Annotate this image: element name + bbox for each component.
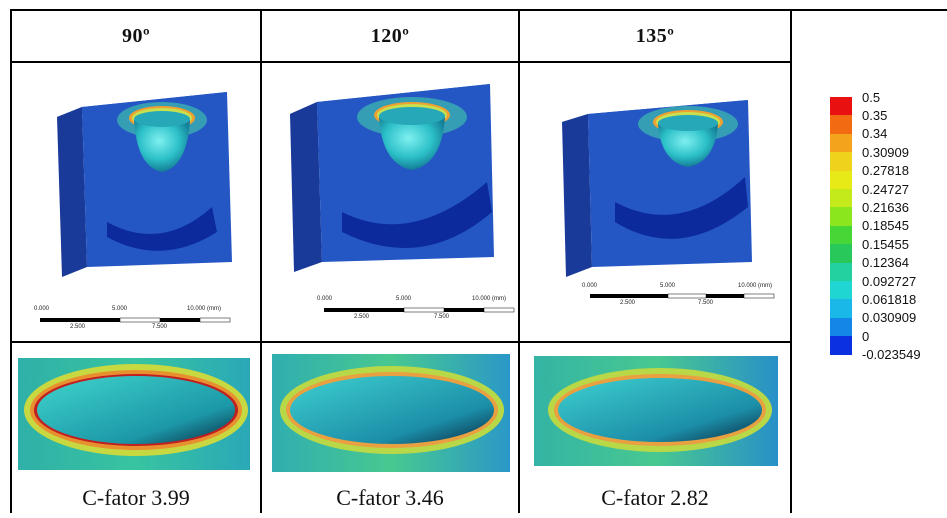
scale-label-0: 0.000	[317, 296, 333, 302]
legend-label: 0.34	[862, 126, 888, 141]
legend-label: 0.24727	[862, 182, 909, 197]
legend-swatch	[830, 133, 852, 153]
legend-swatch	[830, 189, 852, 208]
stress-closeup-120	[272, 354, 510, 472]
legend-swatch	[830, 244, 852, 263]
legend-swatch	[830, 281, 852, 300]
legend-label: 0.12364	[862, 255, 909, 270]
legend-swatch	[830, 317, 852, 337]
caption-90-degrees: C-fator 3.99	[82, 485, 190, 510]
legend-swatch	[830, 97, 852, 116]
header-90-degrees: 90º	[121, 24, 151, 47]
scale-label-7-5: 7.500	[152, 324, 168, 330]
legend-label: 0.030909	[862, 310, 917, 325]
scale-bar-120	[324, 307, 515, 313]
table-col-divider-2	[518, 9, 520, 513]
closeup-120-degrees: C-fator 3.46	[262, 342, 518, 513]
scale-label-2-5: 2.500	[354, 314, 370, 320]
stress-block-120	[290, 84, 515, 313]
scale-label-5: 5.000	[660, 283, 676, 289]
scale-label-0: 0.000	[582, 283, 598, 289]
caption-120-degrees: C-fator 3.46	[336, 485, 444, 510]
legend-label: 0.092727	[862, 274, 917, 289]
scale-label-7-5: 7.500	[698, 300, 714, 306]
legend-label: 0.21636	[862, 200, 909, 215]
legend-swatch	[830, 115, 852, 134]
model-120-degrees: 0.000 5.000 10.000 (mm) 2.500 7.500	[262, 62, 518, 342]
table-header-divider	[10, 61, 791, 63]
scale-label-0: 0.000	[34, 306, 50, 312]
model-90-degrees: 0.000 5.000 10.000 (mm) 2.500 7.500	[12, 62, 260, 342]
legend-label: 0	[862, 329, 870, 344]
scale-bar-135	[590, 293, 775, 299]
scale-label-10: 10.000 (mm)	[738, 283, 773, 289]
scale-label-10: 10.000 (mm)	[472, 296, 507, 302]
stress-block-90	[40, 92, 232, 323]
legend-label: 0.35	[862, 108, 888, 123]
scale-label-5: 5.000	[396, 296, 412, 302]
stress-closeup-90	[18, 358, 250, 470]
legend-swatch	[830, 170, 852, 189]
legend-swatch	[830, 225, 852, 245]
stress-block-135	[562, 100, 775, 299]
legend-label: 0.18545	[862, 218, 909, 233]
scale-label-2-5: 2.500	[620, 300, 636, 306]
legend-swatch	[830, 152, 852, 171]
scale-label-5: 5.000	[112, 306, 128, 312]
closeup-90-degrees: C-fator 3.99	[12, 342, 260, 513]
scale-bar-90	[40, 317, 231, 323]
scale-label-10: 10.000 (mm)	[187, 306, 222, 312]
header-135-degrees: 135º	[635, 24, 675, 47]
legend-label: 0.27818	[862, 163, 909, 178]
header-120-degrees: 120º	[370, 24, 410, 47]
caption-135-degrees: C-fator 2.82	[601, 485, 709, 510]
legend-label: 0.30909	[862, 145, 909, 160]
table-col-divider-1	[260, 9, 262, 513]
legend-label: -0.023549	[862, 347, 921, 362]
table-col-divider-3	[790, 9, 792, 513]
legend-swatch	[830, 207, 852, 226]
model-135-degrees: 0.000 5.000 10.000 (mm) 2.500 7.500	[520, 62, 790, 342]
closeup-135-degrees: C-fator 2.82	[520, 342, 790, 513]
legend-swatch	[830, 262, 852, 281]
table-row-divider	[10, 341, 791, 343]
legend-label: 0.5	[862, 90, 881, 105]
stress-closeup-135	[534, 356, 778, 466]
scale-label-2-5: 2.500	[70, 324, 86, 330]
legend-label: 0.15455	[862, 237, 909, 252]
legend-label: 0.061818	[862, 292, 917, 307]
table-border-left	[10, 9, 12, 513]
legend-swatch	[830, 299, 852, 318]
table-border-top	[10, 9, 947, 11]
scale-label-7-5: 7.500	[434, 314, 450, 320]
legend-swatch	[830, 336, 852, 355]
